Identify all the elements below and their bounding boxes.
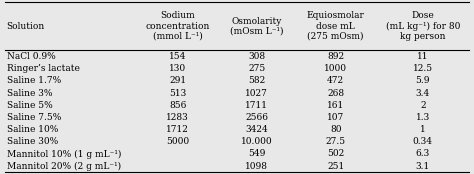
Text: 80: 80 <box>330 125 341 134</box>
Text: 513: 513 <box>169 89 186 97</box>
Text: NaCl 0.9%: NaCl 0.9% <box>7 52 55 61</box>
Text: 161: 161 <box>327 101 344 110</box>
Text: 308: 308 <box>248 52 265 61</box>
Text: 1027: 1027 <box>246 89 268 97</box>
Text: Saline 1.7%: Saline 1.7% <box>7 76 61 85</box>
Text: 27.5: 27.5 <box>326 137 346 146</box>
Text: 1000: 1000 <box>324 64 347 73</box>
Text: Saline 3%: Saline 3% <box>7 89 52 97</box>
Text: 6.3: 6.3 <box>416 149 430 159</box>
Text: 2: 2 <box>420 101 426 110</box>
Text: 3.4: 3.4 <box>416 89 430 97</box>
Text: Saline 5%: Saline 5% <box>7 101 52 110</box>
Text: 549: 549 <box>248 149 265 159</box>
Text: 472: 472 <box>327 76 344 85</box>
Text: 1098: 1098 <box>245 162 268 171</box>
Text: 154: 154 <box>169 52 186 61</box>
Text: 1.3: 1.3 <box>416 113 430 122</box>
Text: 107: 107 <box>327 113 344 122</box>
Text: 1712: 1712 <box>166 125 189 134</box>
Text: 1711: 1711 <box>245 101 268 110</box>
Text: 2566: 2566 <box>245 113 268 122</box>
Text: Mannitol 10% (1 g mL⁻¹): Mannitol 10% (1 g mL⁻¹) <box>7 149 121 159</box>
Text: 5.9: 5.9 <box>416 76 430 85</box>
Text: 856: 856 <box>169 101 186 110</box>
Text: Equiosmolar
dose mL
(275 mOsm): Equiosmolar dose mL (275 mOsm) <box>307 11 365 41</box>
Text: Dose
(mL kg⁻¹) for 80
kg person: Dose (mL kg⁻¹) for 80 kg person <box>386 11 460 41</box>
Text: Saline 10%: Saline 10% <box>7 125 58 134</box>
Text: 251: 251 <box>327 162 344 171</box>
Text: Osmolarity
(mOsm L⁻¹): Osmolarity (mOsm L⁻¹) <box>230 17 283 35</box>
Text: 11: 11 <box>417 52 428 61</box>
Text: 130: 130 <box>169 64 186 73</box>
Text: 1283: 1283 <box>166 113 189 122</box>
Text: 582: 582 <box>248 76 265 85</box>
Text: 3424: 3424 <box>246 125 268 134</box>
Text: Saline 30%: Saline 30% <box>7 137 58 146</box>
Text: 892: 892 <box>327 52 344 61</box>
Text: 291: 291 <box>169 76 186 85</box>
Text: 10.000: 10.000 <box>241 137 273 146</box>
Text: Ringer’s lactate: Ringer’s lactate <box>7 64 80 73</box>
Text: 275: 275 <box>248 64 265 73</box>
Text: Mannitol 20% (2 g mL⁻¹): Mannitol 20% (2 g mL⁻¹) <box>7 162 121 171</box>
Text: 502: 502 <box>327 149 344 159</box>
Text: Sodium
concentration
(mmol L⁻¹): Sodium concentration (mmol L⁻¹) <box>146 11 210 41</box>
Text: Solution: Solution <box>7 22 45 31</box>
Text: 12.5: 12.5 <box>413 64 433 73</box>
Text: 268: 268 <box>327 89 344 97</box>
Text: 0.34: 0.34 <box>413 137 433 146</box>
Text: Saline 7.5%: Saline 7.5% <box>7 113 61 122</box>
Text: 5000: 5000 <box>166 137 189 146</box>
Text: 3.1: 3.1 <box>416 162 430 171</box>
Text: 1: 1 <box>420 125 426 134</box>
